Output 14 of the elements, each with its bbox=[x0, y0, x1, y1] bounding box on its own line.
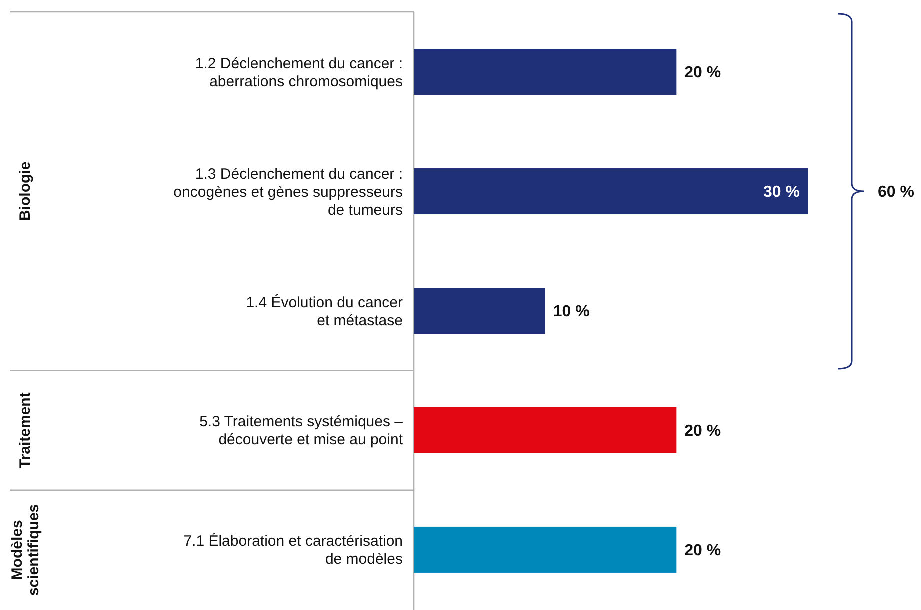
y-tick-label: 1.4 Évolution du cancer et métastase bbox=[246, 293, 403, 330]
data-label: 20 % bbox=[684, 64, 722, 82]
text: Biologie bbox=[17, 162, 34, 221]
text: 60 % bbox=[878, 184, 914, 202]
data-label: 20 % bbox=[684, 423, 722, 440]
data-label: 10 % bbox=[553, 304, 590, 321]
y-tick-label: 1.2 Déclenchement du cancer : aberrations chromosomiques bbox=[195, 55, 403, 90]
data-label: 30 % bbox=[764, 184, 800, 202]
text: Traitement bbox=[17, 392, 34, 469]
y-tick-label: 7.1 Élaboration et caractérisation de modèles bbox=[184, 532, 403, 568]
y-tick-label: 1.3 Déclenchement du cancer : oncogènes et gènes suppresseurs de tumeurs bbox=[174, 166, 403, 219]
y-tick-label: 5.3 Traitements systémiques – découverte et mise au point bbox=[200, 414, 404, 449]
text: Modèles scientifiques bbox=[8, 504, 42, 596]
data-label: 20 % bbox=[684, 542, 722, 560]
